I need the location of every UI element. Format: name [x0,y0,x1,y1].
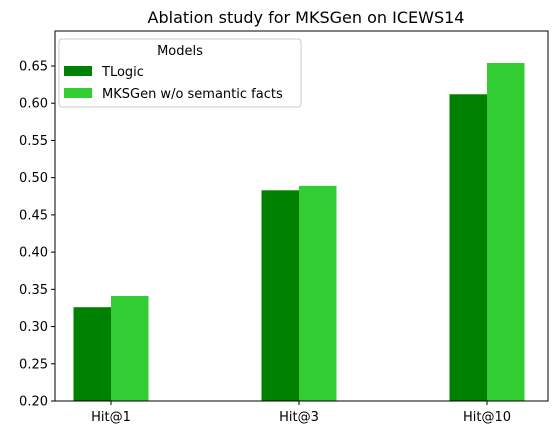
bar-mksgen-hit10 [487,63,525,401]
bar-tlogic-hit1 [73,307,111,401]
legend: Models TLogic MKSGen w/o semantic facts [58,38,302,108]
y-tick-label: 0.45 [19,208,48,223]
bars-group [73,63,525,401]
x-tick-label: Hit@10 [463,410,511,425]
bar-mksgen-hit3 [299,185,337,401]
y-tick-label: 0.55 [19,134,48,149]
x-axis: Hit@1 Hit@3 Hit@10 [91,401,511,425]
y-axis: 0.20 0.25 0.30 0.35 0.40 0.45 0.50 0.55 0.60 0.65 [19,59,55,410]
y-tick-label: 0.40 [19,246,48,261]
y-tick-label: 0.50 [19,171,48,186]
bar-tlogic-hit10 [449,94,487,401]
y-tick-label: 0.35 [19,283,48,298]
x-tick-label: Hit@1 [91,410,131,425]
chart-title: Ablation study for MKSGen on ICEWS14 [148,8,465,27]
x-tick-label: Hit@3 [279,410,319,425]
y-tick-label: 0.25 [19,357,48,372]
legend-label-tlogic: TLogic [101,65,144,80]
legend-title: Models [157,44,203,59]
bar-tlogic-hit3 [261,190,299,401]
bar-mksgen-hit1 [111,296,149,401]
legend-swatch-tlogic [64,66,92,76]
y-tick-label: 0.60 [19,97,48,112]
y-tick-label: 0.30 [19,320,48,335]
legend-label-mksgen: MKSGen w/o semantic facts [102,87,283,102]
legend-swatch-mksgen [64,88,92,98]
legend-box [58,38,302,108]
plot-frame [54,30,549,402]
y-tick-label: 0.65 [19,59,48,74]
y-tick-label: 0.20 [19,395,48,410]
